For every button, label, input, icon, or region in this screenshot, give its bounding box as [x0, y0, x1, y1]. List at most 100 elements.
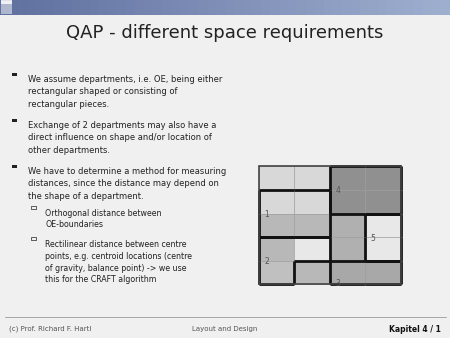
Bar	[1, 0, 12, 4]
Bar	[261, 0, 270, 15]
Bar	[198, 0, 207, 15]
Bar	[189, 0, 198, 15]
Bar	[153, 0, 162, 15]
Bar	[333, 0, 342, 15]
Bar	[423, 0, 432, 15]
Bar	[259, 261, 294, 284]
Text: 5: 5	[371, 234, 376, 243]
Text: the shape of a department.: the shape of a department.	[28, 192, 144, 201]
Bar	[324, 0, 333, 15]
Bar	[365, 166, 401, 190]
Bar	[117, 0, 126, 15]
Text: QAP - different space requirements: QAP - different space requirements	[66, 24, 384, 42]
Bar	[259, 190, 294, 214]
Text: rectangular shaped or consisting of: rectangular shaped or consisting of	[28, 88, 177, 96]
Text: this for the CRAFT algorithm: this for the CRAFT algorithm	[45, 275, 157, 285]
Text: Layout and Design: Layout and Design	[192, 326, 258, 332]
Bar	[135, 0, 144, 15]
Bar	[259, 166, 401, 284]
Bar	[365, 214, 401, 237]
Text: other departments.: other departments.	[28, 146, 110, 155]
Text: OE-boundaries: OE-boundaries	[45, 220, 103, 230]
Bar	[270, 0, 279, 15]
Bar	[252, 0, 261, 15]
Bar	[396, 0, 405, 15]
Bar	[294, 214, 330, 237]
Bar	[9, 0, 18, 15]
Bar	[0, 0, 9, 15]
Bar	[12, 165, 17, 168]
Bar	[288, 0, 297, 15]
Bar	[330, 166, 365, 190]
Bar	[259, 214, 294, 237]
Bar	[365, 190, 401, 214]
Bar	[63, 0, 72, 15]
Text: points, e.g. centroid locations (centre: points, e.g. centroid locations (centre	[45, 252, 192, 261]
Bar	[12, 119, 17, 122]
Bar	[315, 0, 324, 15]
Text: Kapitel 4 / 1: Kapitel 4 / 1	[389, 324, 441, 334]
Bar	[330, 190, 365, 214]
Bar	[294, 166, 330, 190]
Bar	[12, 73, 17, 76]
Text: (c) Prof. Richard F. Hartl: (c) Prof. Richard F. Hartl	[9, 326, 91, 332]
Text: direct influence on shape and/or location of: direct influence on shape and/or locatio…	[28, 134, 212, 142]
Bar	[99, 0, 108, 15]
Bar	[207, 0, 216, 15]
Bar	[18, 0, 27, 15]
Bar	[441, 0, 450, 15]
Text: 1: 1	[264, 210, 269, 219]
Bar	[365, 261, 401, 284]
Bar	[234, 0, 243, 15]
Text: Rectilinear distance between centre: Rectilinear distance between centre	[45, 240, 186, 249]
Bar	[330, 261, 365, 284]
Bar	[72, 0, 81, 15]
Bar	[225, 0, 234, 15]
Text: Orthogonal distance between: Orthogonal distance between	[45, 209, 162, 218]
Bar	[32, 237, 36, 240]
Bar	[32, 206, 36, 209]
Bar	[414, 0, 423, 15]
Bar	[351, 0, 360, 15]
Bar	[259, 237, 294, 261]
Bar	[432, 0, 441, 15]
Bar	[294, 261, 330, 284]
Bar	[297, 0, 306, 15]
Text: 3: 3	[335, 279, 340, 288]
Bar	[405, 0, 414, 15]
Bar	[180, 0, 189, 15]
Bar	[365, 237, 401, 261]
Bar	[360, 0, 369, 15]
Bar	[294, 190, 330, 214]
Bar	[259, 166, 294, 190]
Bar	[387, 0, 396, 15]
Text: 4: 4	[335, 186, 340, 195]
Bar	[36, 0, 45, 15]
Bar	[330, 237, 365, 261]
Bar	[279, 0, 288, 15]
Text: of gravity, balance point) -> we use: of gravity, balance point) -> we use	[45, 264, 186, 272]
Bar	[90, 0, 99, 15]
Bar	[243, 0, 252, 15]
Bar	[378, 0, 387, 15]
Text: distances, since the distance may depend on: distances, since the distance may depend…	[28, 179, 219, 188]
Bar	[162, 0, 171, 15]
Bar	[294, 237, 330, 261]
Bar	[1, 1, 12, 15]
Bar	[306, 0, 315, 15]
Bar	[45, 0, 54, 15]
Bar	[342, 0, 351, 15]
Text: We have to determine a method for measuring: We have to determine a method for measur…	[28, 167, 226, 176]
Bar	[126, 0, 135, 15]
Bar	[27, 0, 36, 15]
Bar	[144, 0, 153, 15]
Text: Exchange of 2 departments may also have a: Exchange of 2 departments may also have …	[28, 121, 216, 130]
Bar	[108, 0, 117, 15]
Text: 2: 2	[264, 257, 269, 266]
Bar	[216, 0, 225, 15]
Bar	[81, 0, 90, 15]
Bar	[369, 0, 378, 15]
Bar	[330, 214, 365, 237]
Bar	[171, 0, 180, 15]
Text: We assume departments, i.e. OE, being either: We assume departments, i.e. OE, being ei…	[28, 75, 222, 84]
